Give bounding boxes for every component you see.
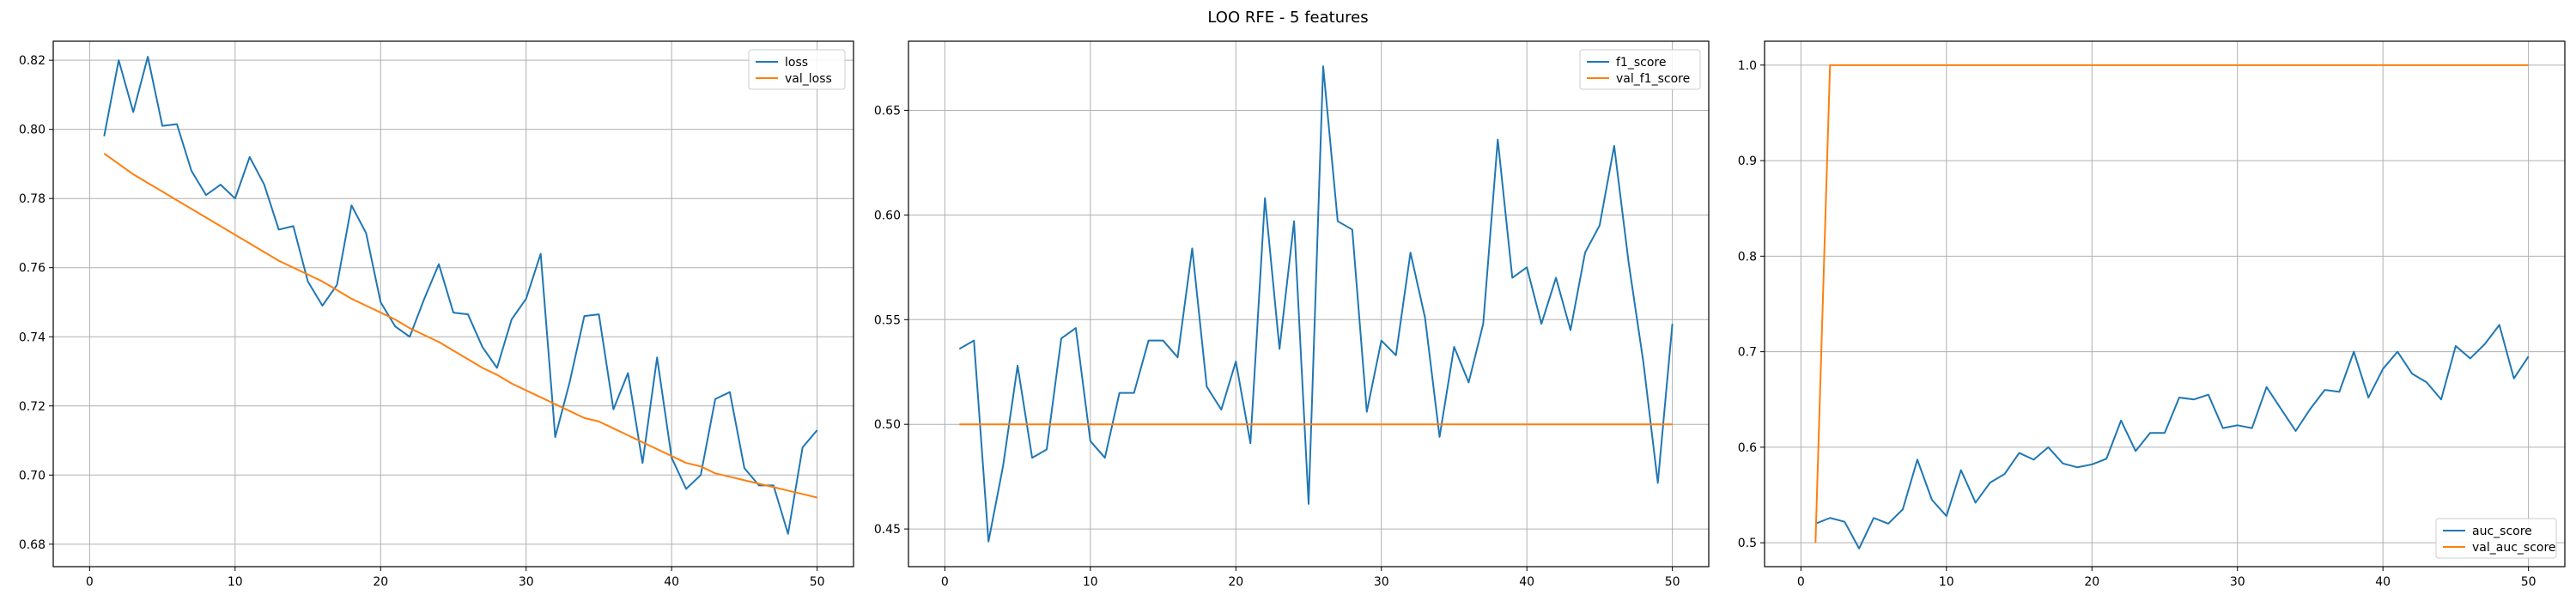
- x-tick-label: 40: [664, 575, 679, 589]
- x-tick-label: 10: [1939, 575, 1954, 589]
- y-tick-label: 0.7: [1738, 346, 1757, 360]
- y-tick-label: 0.80: [19, 124, 46, 137]
- y-tick-label: 0.9: [1738, 155, 1757, 168]
- legend-label: f1_score: [1616, 56, 1666, 70]
- series-line-loss: [103, 56, 818, 535]
- x-tick-label: 30: [1374, 575, 1389, 589]
- y-tick-label: 0.78: [19, 192, 46, 206]
- x-tick-label: 50: [2521, 575, 2537, 589]
- x-tick-label: 50: [1665, 575, 1680, 589]
- x-tick-label: 0: [941, 575, 949, 589]
- x-tick-label: 20: [1228, 575, 1243, 589]
- x-tick-label: 20: [2084, 575, 2099, 589]
- legend-box: [2435, 518, 2557, 559]
- figure-title: LOO RFE - 5 features: [1207, 9, 1369, 27]
- legend-label: loss: [785, 56, 808, 70]
- y-tick-label: 0.55: [874, 313, 901, 327]
- series-line-val_loss: [103, 153, 817, 499]
- legend-label: auc_score: [2472, 525, 2532, 538]
- plot-frame: [1764, 40, 2566, 568]
- y-tick-label: 0.60: [874, 209, 901, 222]
- legend-box: [1579, 49, 1701, 90]
- plot-frame: [908, 40, 1710, 568]
- y-tick-label: 0.8: [1738, 250, 1757, 264]
- y-tick-label: 0.76: [19, 262, 46, 276]
- legend: loss val_loss: [748, 49, 846, 90]
- x-tick-label: 0: [86, 575, 94, 589]
- x-tick-label: 50: [810, 575, 825, 589]
- y-tick-label: 0.45: [874, 523, 901, 537]
- y-tick-label: 1.0: [1738, 59, 1757, 73]
- y-tick-label: 0.72: [19, 400, 46, 414]
- y-tick-label: 0.65: [874, 104, 901, 118]
- y-tick-label: 0.74: [19, 331, 46, 344]
- chart-panel-2: 0 10 20 30 40 50 0.45 0.50 0.55 0.60 0.65 f1_scorev…: [874, 40, 1710, 589]
- y-tick-label: 0.50: [874, 418, 901, 432]
- legend-box: [748, 49, 846, 90]
- chart-panel-3: 0 10 20 30 40 50 0.5 0.6 0.7 0.8 0.9 1.0 auc_scoreva…: [1738, 40, 2566, 589]
- legend-label: val_f1_score: [1616, 72, 1690, 86]
- y-tick-label: 0.82: [19, 54, 46, 68]
- y-tick-label: 0.6: [1738, 441, 1757, 455]
- x-tick-label: 30: [519, 575, 534, 589]
- legend-label: val_auc_score: [2472, 541, 2556, 555]
- series-line-f1_score: [958, 65, 1674, 543]
- plot-frame: [52, 40, 854, 568]
- legend-label: val_loss: [785, 72, 832, 86]
- series-line-val_auc_score: [1814, 64, 2529, 543]
- x-tick-label: 40: [1519, 575, 1534, 589]
- y-tick-label: 0.70: [19, 469, 46, 483]
- legend: f1_score val_f1_score: [1579, 49, 1701, 90]
- legend: auc_score val_auc_score: [2435, 518, 2557, 559]
- y-tick-label: 0.5: [1738, 537, 1757, 550]
- series-line-auc_score: [1814, 324, 2530, 549]
- chart-panel-1: 0 10 20 30 40 50 0.68 0.70 0.72 0.74 0.76 0.78 0.80 0…: [19, 40, 854, 589]
- x-tick-label: 10: [1083, 575, 1098, 589]
- y-tick-label: 0.68: [19, 538, 46, 552]
- x-tick-label: 0: [1797, 575, 1805, 589]
- x-tick-label: 10: [228, 575, 243, 589]
- x-tick-label: 40: [2375, 575, 2391, 589]
- x-tick-label: 20: [373, 575, 388, 589]
- x-tick-label: 30: [2230, 575, 2245, 589]
